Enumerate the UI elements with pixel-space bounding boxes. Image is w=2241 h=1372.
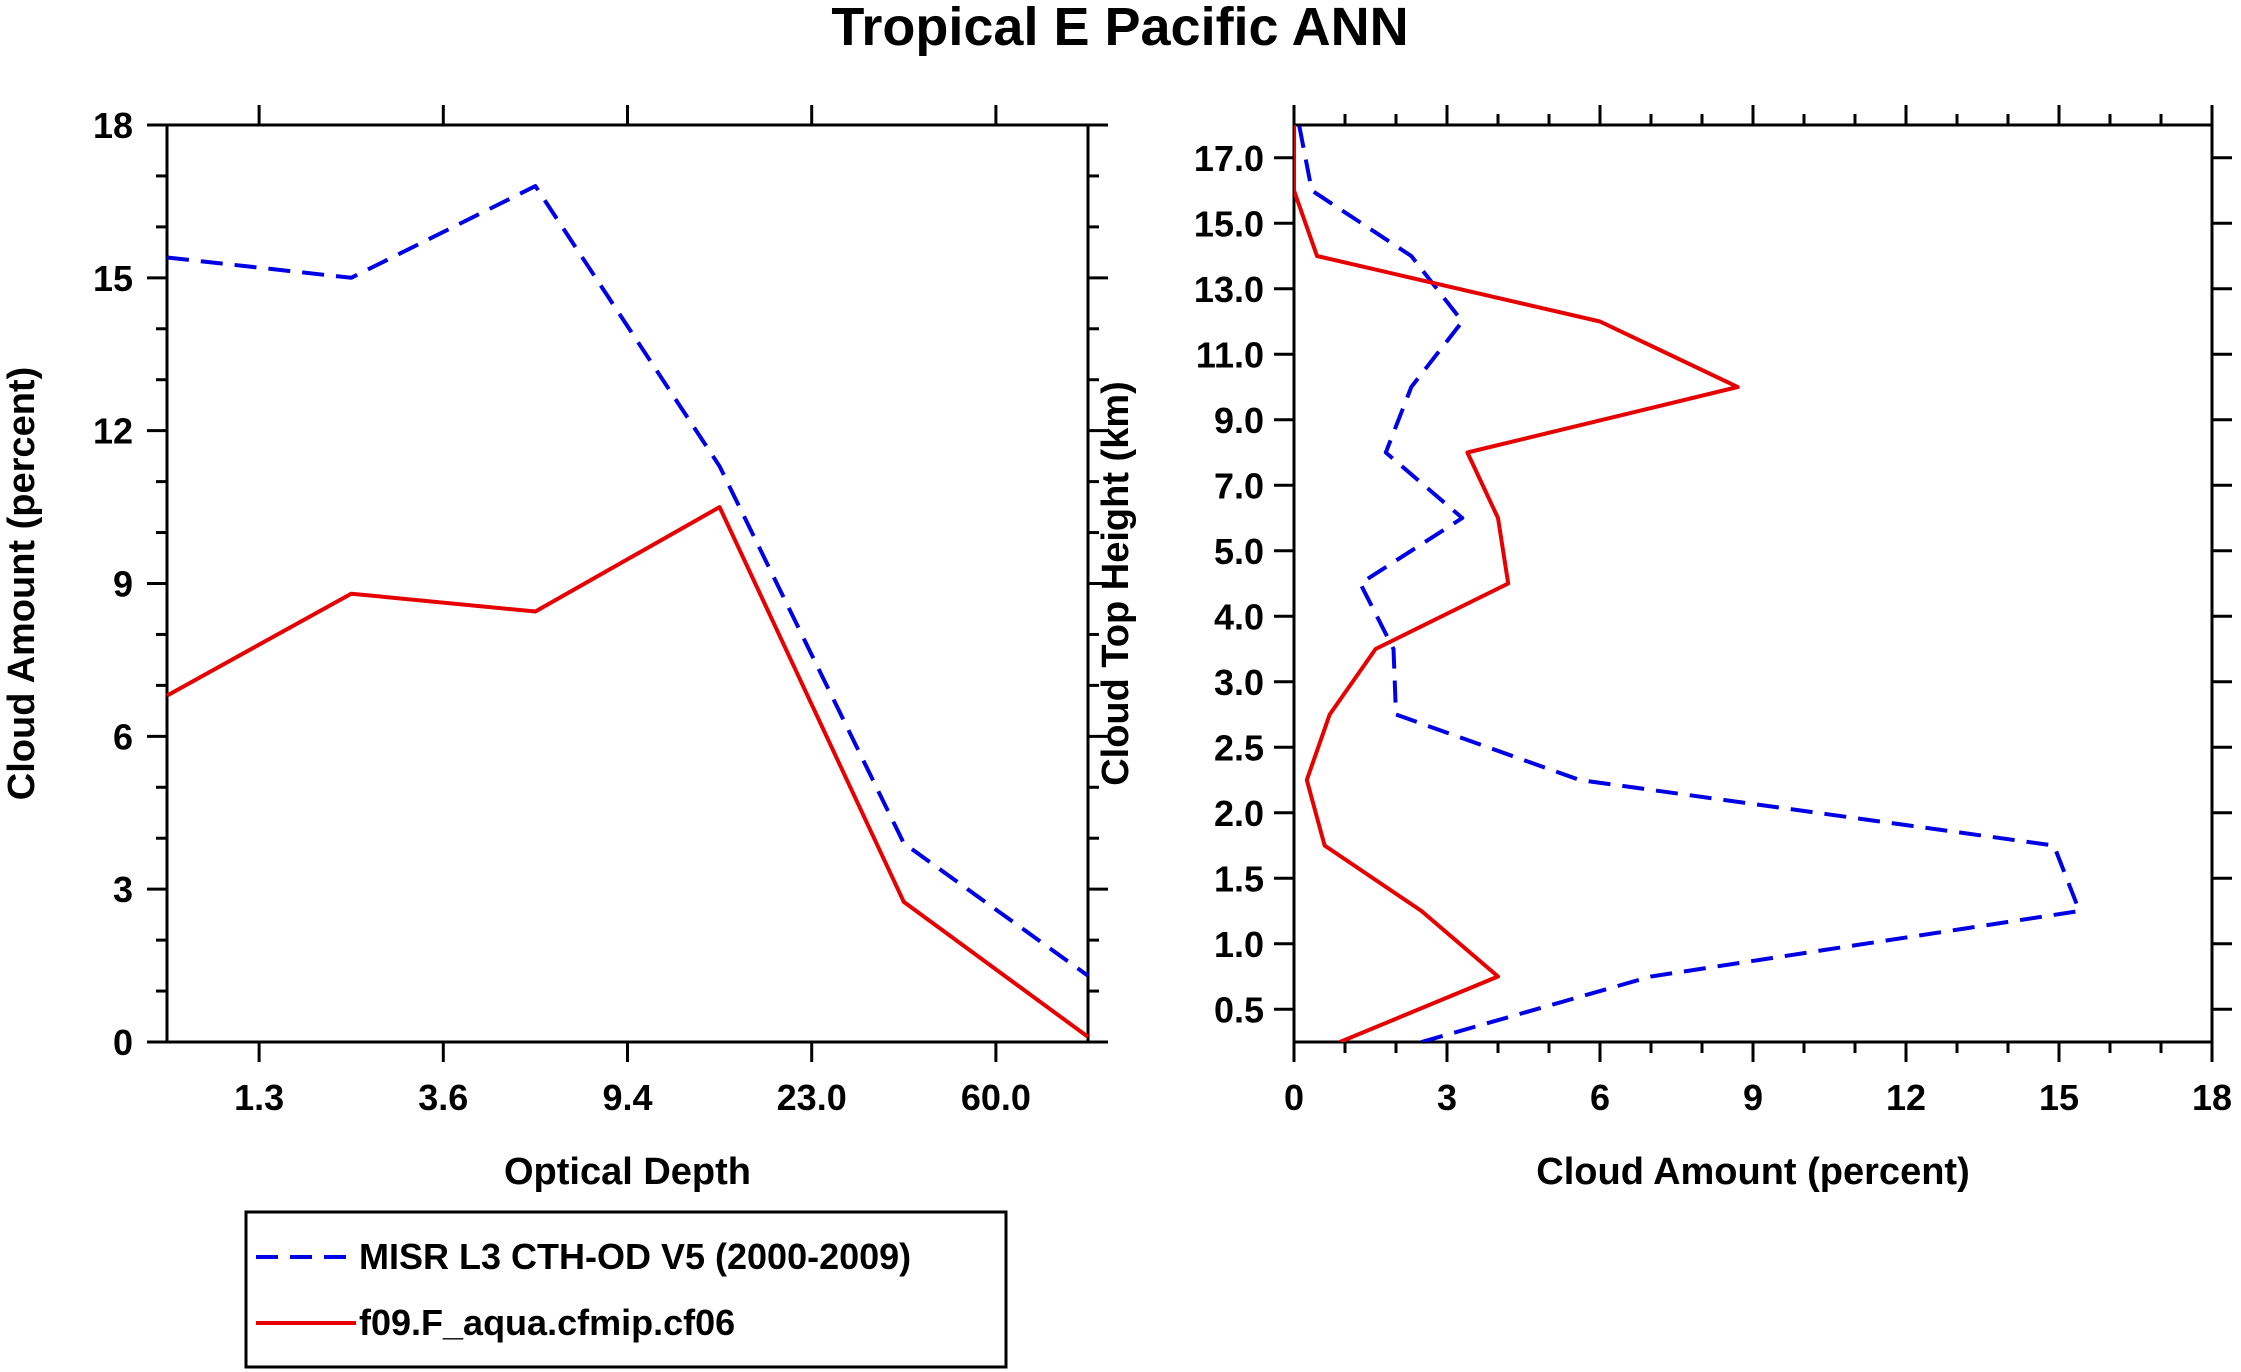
right-y-tick-label: 17.0 <box>1194 138 1264 179</box>
right-x-tick-label: 0 <box>1284 1077 1304 1118</box>
right-x-tick-label: 6 <box>1590 1077 1610 1118</box>
legend-label-model: f09.F_aqua.cfmip.cf06 <box>359 1302 735 1343</box>
left-y-axis-label: Cloud Amount (percent) <box>1 367 43 800</box>
right-x-tick-label: 12 <box>1886 1077 1926 1118</box>
right-x-tick-label: 3 <box>1437 1077 1457 1118</box>
left-series-model-line <box>166 505 1090 1039</box>
chart-title: Tropical E Pacific ANN <box>831 0 1408 57</box>
right-y-axis-label: Cloud Top Height (km) <box>1095 381 1137 786</box>
left-x-tick-label: 1.3 <box>234 1077 284 1118</box>
legend: MISR L3 CTH-OD V5 (2000-2009) f09.F_aqua… <box>244 1210 1008 1369</box>
left-y-tick-label: 0 <box>113 1022 133 1063</box>
left-x-tick-label: 9.4 <box>602 1077 652 1118</box>
right-y-tick-label: 1.0 <box>1214 924 1264 965</box>
left-plot-frame <box>165 123 1090 1044</box>
right-y-tick-label: 13.0 <box>1194 269 1264 310</box>
right-y-tick-label: 2.5 <box>1214 727 1264 768</box>
left-y-tick-label: 6 <box>113 716 133 757</box>
right-y-tick-label: 1.5 <box>1214 858 1264 899</box>
right-x-tick-label: 15 <box>2039 1077 2079 1118</box>
right-series-model-line <box>1294 125 1740 1042</box>
left-y-tick-label: 12 <box>93 411 133 452</box>
left-series-misr-line <box>166 184 1090 978</box>
right-y-tick-label: 4.0 <box>1214 596 1264 637</box>
legend-label-misr: MISR L3 CTH-OD V5 (2000-2009) <box>359 1236 911 1277</box>
right-y-tick-label: 3.0 <box>1214 662 1264 703</box>
right-y-tick-label: 11.0 <box>1196 334 1264 375</box>
right-y-tick-label: 2.0 <box>1214 793 1264 834</box>
right-x-axis-label: Cloud Amount (percent) <box>1536 1151 1969 1193</box>
right-y-tick-label: 7.0 <box>1214 465 1264 506</box>
right-plot-frame <box>1292 123 2214 1044</box>
right-chart: 0 3 6 9 12 15 18 0.5 1.0 1.5 2.0 2.5 3.0 4.0 5.0 7.0 9.0… <box>1095 105 2232 1193</box>
right-y-tick-label: 15.0 <box>1194 203 1264 244</box>
right-y-tick-label: 5.0 <box>1214 531 1264 572</box>
right-y-tick-label: 0.5 <box>1214 989 1264 1030</box>
left-x-tick-label: 60.0 <box>961 1077 1031 1118</box>
left-chart: 0 3 6 9 12 15 18 1.3 3.6 9.4 23.0 60.0 Optical Depth… <box>1 105 1108 1193</box>
right-y-tick-label: 9.0 <box>1214 400 1264 441</box>
left-y-tick-label: 18 <box>93 105 133 146</box>
left-y-tick-label: 15 <box>93 258 133 299</box>
right-x-tick-label: 18 <box>2192 1077 2232 1118</box>
left-x-tick-label: 3.6 <box>418 1077 468 1118</box>
left-y-tick-label: 3 <box>113 869 133 910</box>
left-x-tick-label: 23.0 <box>777 1077 847 1118</box>
right-series-misr-line <box>1297 125 2082 1042</box>
left-y-tick-label: 9 <box>113 564 133 605</box>
legend-box <box>244 1210 1008 1369</box>
left-x-axis-label: Optical Depth <box>504 1151 751 1193</box>
right-x-tick-label: 9 <box>1743 1077 1763 1118</box>
